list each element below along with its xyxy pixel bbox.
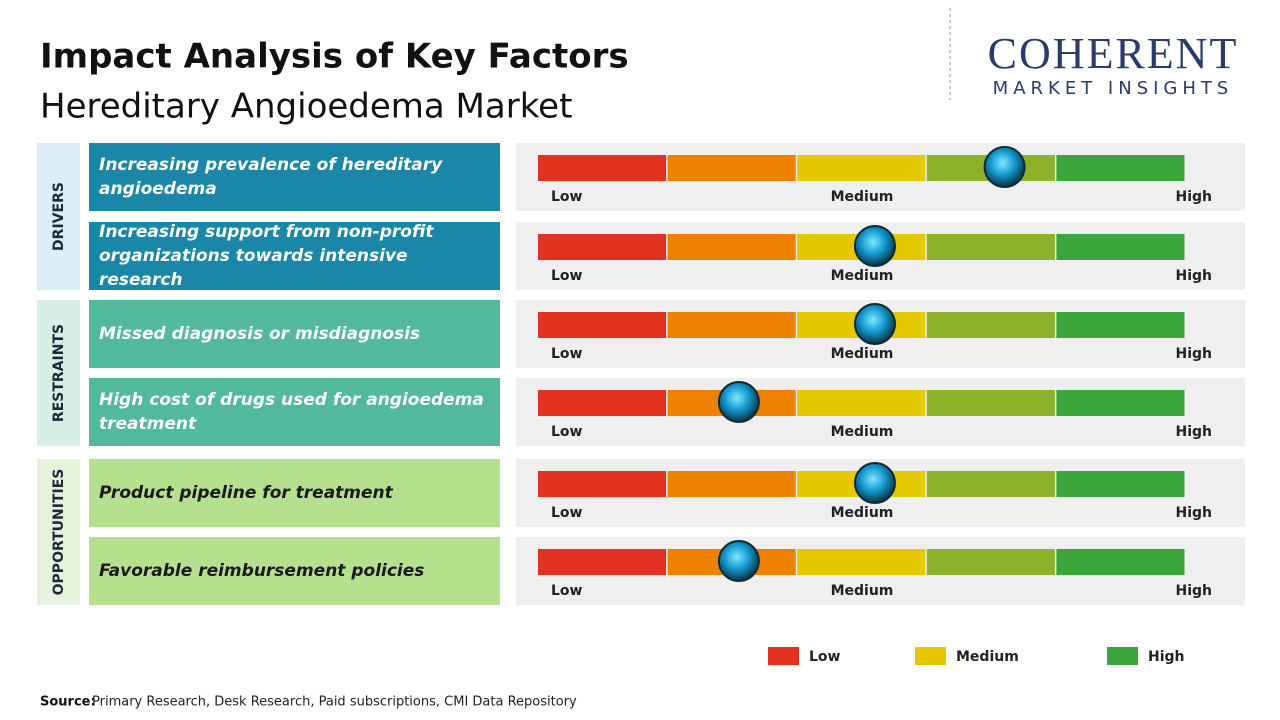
legend-swatch bbox=[915, 647, 946, 665]
factor-box bbox=[89, 459, 500, 527]
scale-label: High bbox=[1175, 268, 1212, 284]
logo-name: COHERENT bbox=[988, 29, 1239, 78]
scale-label: High bbox=[1175, 583, 1212, 599]
scale-label: Low bbox=[551, 505, 583, 521]
legend-swatch bbox=[1107, 647, 1138, 665]
impact-knob bbox=[983, 146, 1026, 188]
gauge-segment bbox=[926, 471, 1055, 497]
scale-label: Medium bbox=[831, 268, 894, 284]
factor-box bbox=[89, 143, 500, 211]
factor-text: High cost of drugs used for angioedema tr… bbox=[99, 390, 484, 434]
gauge-segment bbox=[797, 549, 926, 575]
group-label-bg bbox=[37, 300, 80, 446]
gauge-segment bbox=[1056, 390, 1185, 416]
legend-label: High bbox=[1148, 649, 1185, 665]
factor-text: Favorable reimbursement policies bbox=[99, 561, 424, 581]
impact-knob bbox=[853, 225, 896, 267]
impact-knob bbox=[853, 303, 896, 345]
gauge-segment bbox=[538, 155, 667, 181]
group-label: RESTRAINTS bbox=[51, 324, 67, 422]
title: Impact Analysis of Key Factors bbox=[40, 37, 629, 77]
scale-label: Low bbox=[551, 583, 583, 599]
scale-label: Low bbox=[551, 189, 583, 205]
factor-text: Missed diagnosis or misdiagnosis bbox=[99, 324, 420, 344]
scale-label: Medium bbox=[831, 346, 894, 362]
gauge-segment bbox=[667, 471, 796, 497]
impact-knob bbox=[717, 381, 760, 423]
factor-text: Product pipeline for treatment bbox=[99, 483, 394, 503]
scale-label: High bbox=[1175, 346, 1212, 362]
factor-text: Increasing support from non-profit organi… bbox=[99, 222, 434, 290]
gauge-segment bbox=[538, 234, 667, 260]
gauge-segment bbox=[926, 549, 1055, 575]
scale-label: Medium bbox=[831, 583, 894, 599]
group-label-bg bbox=[37, 143, 80, 290]
scale-label: Low bbox=[551, 424, 583, 440]
scale-label: Medium bbox=[831, 424, 894, 440]
gauge-segment bbox=[926, 390, 1055, 416]
gauge-segment bbox=[538, 312, 667, 338]
gauge-segment bbox=[926, 234, 1055, 260]
group-label: DRIVERS bbox=[51, 182, 67, 251]
gauge-segment bbox=[538, 549, 667, 575]
gauge-segment bbox=[926, 312, 1055, 338]
gauge-segment bbox=[667, 155, 796, 181]
gauge-segment bbox=[538, 471, 667, 497]
gauge-segment bbox=[538, 390, 667, 416]
scale-label: High bbox=[1175, 505, 1212, 521]
legend-label: Medium bbox=[956, 649, 1019, 665]
legend-swatch bbox=[768, 647, 799, 665]
impact-knob bbox=[853, 462, 896, 504]
impact-knob bbox=[717, 540, 760, 582]
factor-box bbox=[89, 378, 500, 446]
gauge-segment bbox=[797, 390, 926, 416]
gauge-segment bbox=[1056, 549, 1185, 575]
source-text: Primary Research, Desk Research, Paid su… bbox=[92, 695, 577, 710]
scale-label: Medium bbox=[831, 505, 894, 521]
factor-text: Increasing prevalence of hereditary angio… bbox=[99, 155, 443, 199]
gauge-segment bbox=[1056, 471, 1185, 497]
factor-box bbox=[89, 537, 500, 605]
gauge-segment bbox=[1056, 234, 1185, 260]
source-label: Source: bbox=[40, 695, 96, 710]
subtitle: Hereditary Angioedema Market bbox=[40, 87, 572, 127]
gauge-segment bbox=[797, 155, 926, 181]
gauge-segment bbox=[1056, 155, 1185, 181]
scale-label: High bbox=[1175, 189, 1212, 205]
scale-label: Low bbox=[551, 268, 583, 284]
gauge-segment bbox=[1056, 312, 1185, 338]
factor-box bbox=[89, 300, 500, 368]
group-label-bg bbox=[37, 459, 80, 605]
group-label: OPPORTUNITIES bbox=[51, 469, 67, 596]
scale-label: Medium bbox=[831, 189, 894, 205]
gauge-segment bbox=[667, 234, 796, 260]
gauge-segment bbox=[667, 312, 796, 338]
factor-box bbox=[89, 222, 500, 290]
legend-label: Low bbox=[809, 649, 841, 665]
scale-label: Low bbox=[551, 346, 583, 362]
logo-tagline: MARKET INSIGHTS bbox=[993, 78, 1234, 99]
scale-label: High bbox=[1175, 424, 1212, 440]
